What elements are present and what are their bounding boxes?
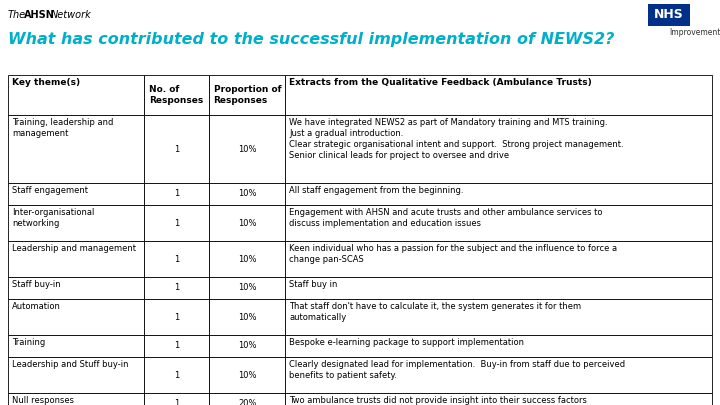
Bar [144, 277, 210, 299]
Bar [8, 241, 144, 277]
Text: 1: 1 [174, 371, 179, 379]
Bar [8, 335, 144, 357]
Text: 1: 1 [174, 219, 179, 228]
Bar [144, 183, 210, 205]
Text: NHS: NHS [654, 9, 684, 21]
Bar [210, 183, 285, 205]
Text: Inter-organisational
networking: Inter-organisational networking [12, 208, 94, 228]
Text: Proportion of
Responses: Proportion of Responses [214, 85, 282, 105]
Bar [285, 183, 712, 205]
Bar [8, 299, 144, 335]
Bar [285, 277, 712, 299]
Text: Training, leadership and
management: Training, leadership and management [12, 118, 113, 138]
Text: Leadership and management: Leadership and management [12, 244, 136, 253]
Bar [144, 299, 210, 335]
Bar [8, 75, 144, 115]
Text: 10%: 10% [238, 254, 256, 264]
Bar [144, 241, 210, 277]
Bar [144, 335, 210, 357]
Bar [285, 75, 712, 115]
Bar [144, 205, 210, 241]
Text: Key theme(s): Key theme(s) [12, 78, 80, 87]
Text: 10%: 10% [238, 313, 256, 322]
Text: Staff engagement: Staff engagement [12, 186, 88, 195]
Bar [144, 75, 210, 115]
Text: That staff don't have to calculate it, the system generates it for them
automati: That staff don't have to calculate it, t… [289, 302, 582, 322]
Bar [648, 4, 690, 26]
Bar [210, 241, 285, 277]
Text: The: The [8, 10, 26, 20]
Text: What has contributed to the successful implementation of NEWS2?: What has contributed to the successful i… [8, 32, 614, 47]
Bar [210, 205, 285, 241]
Text: Automation: Automation [12, 302, 61, 311]
Bar [8, 357, 144, 393]
Bar [8, 115, 144, 183]
Bar [285, 335, 712, 357]
Text: No. of
Responses: No. of Responses [150, 85, 204, 105]
Bar [144, 357, 210, 393]
Text: Two ambulance trusts did not provide insight into their success factors: Two ambulance trusts did not provide ins… [289, 396, 588, 405]
Bar [285, 205, 712, 241]
Bar [8, 183, 144, 205]
Text: 10%: 10% [238, 371, 256, 379]
Bar [285, 241, 712, 277]
Text: 1: 1 [174, 145, 179, 153]
Text: Keen individual who has a passion for the subject and the influence to force a
c: Keen individual who has a passion for th… [289, 244, 618, 264]
Text: Engagement with AHSN and acute trusts and other ambulance services to
discuss im: Engagement with AHSN and acute trusts an… [289, 208, 603, 228]
Text: Network: Network [51, 10, 91, 20]
Bar [8, 205, 144, 241]
Text: Staff buy-in: Staff buy-in [12, 280, 60, 289]
Bar [210, 393, 285, 405]
Text: Extracts from the Qualitative Feedback (Ambulance Trusts): Extracts from the Qualitative Feedback (… [289, 78, 592, 87]
Bar [285, 357, 712, 393]
Bar [8, 393, 144, 405]
Text: 10%: 10% [238, 145, 256, 153]
Text: All staff engagement from the beginning.: All staff engagement from the beginning. [289, 186, 464, 195]
Text: 1: 1 [174, 284, 179, 292]
Bar [210, 75, 285, 115]
Text: 10%: 10% [238, 284, 256, 292]
Text: 10%: 10% [238, 219, 256, 228]
Text: 10%: 10% [238, 341, 256, 350]
Bar [285, 115, 712, 183]
Text: 10%: 10% [238, 190, 256, 198]
Text: We have integrated NEWS2 as part of Mandatory training and MTS training.
Just a : We have integrated NEWS2 as part of Mand… [289, 118, 624, 160]
Bar [210, 115, 285, 183]
Text: Null responses: Null responses [12, 396, 74, 405]
Bar [210, 299, 285, 335]
Bar [210, 357, 285, 393]
Bar [144, 393, 210, 405]
Text: 1: 1 [174, 399, 179, 405]
Text: Training: Training [12, 338, 45, 347]
Text: 1: 1 [174, 254, 179, 264]
Text: 1: 1 [174, 190, 179, 198]
Text: Staff buy in: Staff buy in [289, 280, 338, 289]
Text: AHSN: AHSN [24, 10, 55, 20]
Text: Leadership and Stuff buy-in: Leadership and Stuff buy-in [12, 360, 128, 369]
Bar [285, 299, 712, 335]
Text: 1: 1 [174, 313, 179, 322]
Bar [144, 115, 210, 183]
Bar [210, 335, 285, 357]
Text: 20%: 20% [238, 399, 256, 405]
Bar [8, 277, 144, 299]
Bar [210, 277, 285, 299]
Text: Improvement: Improvement [670, 28, 720, 37]
Text: Bespoke e-learning package to support implementation: Bespoke e-learning package to support im… [289, 338, 524, 347]
Text: 1: 1 [174, 341, 179, 350]
Text: Clearly designated lead for implementation.  Buy-in from staff due to perceived
: Clearly designated lead for implementati… [289, 360, 626, 380]
Bar [285, 393, 712, 405]
